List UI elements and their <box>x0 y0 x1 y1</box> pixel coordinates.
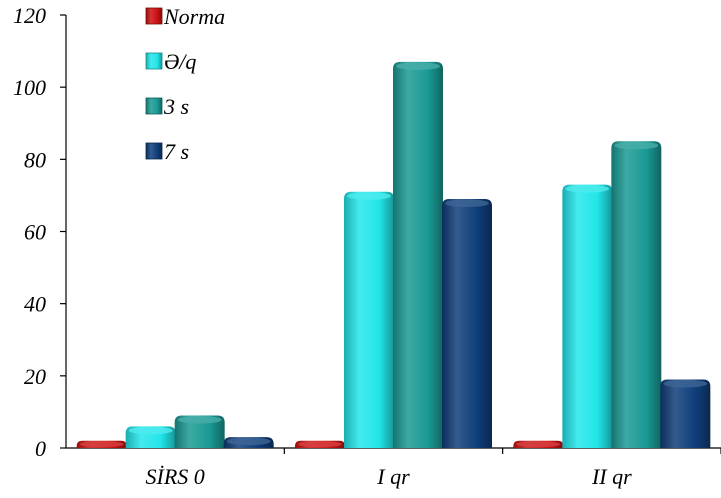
legend-label: 3 s <box>163 94 189 119</box>
bar-cap <box>226 437 271 446</box>
bar-7s-2 <box>660 379 711 448</box>
legend-swatch <box>145 142 163 160</box>
x-category-label: I qr <box>376 464 410 489</box>
bar-cap <box>614 141 659 150</box>
legend-item-2: 3 s <box>145 94 189 119</box>
legend-label: Norma <box>163 4 225 29</box>
bar-3s-1 <box>393 61 443 449</box>
legend-label: 7 s <box>164 139 189 164</box>
legend-item-3: 7 s <box>145 139 189 164</box>
bar-body <box>611 141 662 448</box>
bar-Norma-0 <box>76 440 127 448</box>
bar-cap <box>298 441 342 448</box>
bar-q-0 <box>125 426 176 448</box>
y-tick-label: 0 <box>35 436 46 461</box>
bar-7s-1 <box>442 199 492 448</box>
bar-body <box>562 184 613 448</box>
bars <box>76 61 711 449</box>
bar-cap <box>396 62 440 70</box>
bar-cap <box>516 441 561 448</box>
legend-item-1: Ə/q <box>145 49 196 74</box>
bar-cap <box>565 184 610 193</box>
legend-swatch <box>145 52 163 70</box>
bar-7s-0 <box>223 437 274 448</box>
bar-body <box>174 415 225 448</box>
bar-q-1 <box>344 191 394 448</box>
bar-q-2 <box>562 184 613 448</box>
bar-Norma-1 <box>295 440 345 448</box>
bar-cap <box>79 441 124 448</box>
bar-cap <box>663 379 708 388</box>
x-category-label: II qr <box>591 464 632 489</box>
bar-Norma-2 <box>513 440 564 448</box>
x-category-label: SİRS 0 <box>146 464 205 489</box>
y-tick-label: 60 <box>24 220 46 245</box>
bar-cap <box>128 426 173 435</box>
y-tick-label: 40 <box>24 292 46 317</box>
y-tick-label: 80 <box>24 147 46 172</box>
bar-body <box>393 61 443 449</box>
bar-body <box>344 191 394 448</box>
y-tick-label: 20 <box>24 364 46 389</box>
legend: Norma Ə/q 3 s 7 s <box>145 4 225 164</box>
bar-body <box>442 199 492 448</box>
y-tick-label: 120 <box>13 3 46 28</box>
bar-cap <box>347 192 391 200</box>
bar-cap <box>177 415 222 424</box>
bar-cap <box>445 199 489 208</box>
axes: 0 20 40 60 80 100 120 SİRS 0 I qr II qr <box>13 3 721 489</box>
legend-label: Ə/q <box>164 49 196 74</box>
legend-swatch <box>145 97 163 115</box>
y-tick-label: 100 <box>13 75 46 100</box>
bar-3s-0 <box>174 415 225 448</box>
bar-body <box>660 379 711 448</box>
legend-item-0: Norma <box>145 4 225 29</box>
legend-swatch <box>145 7 163 25</box>
bar-3s-2 <box>611 141 662 448</box>
